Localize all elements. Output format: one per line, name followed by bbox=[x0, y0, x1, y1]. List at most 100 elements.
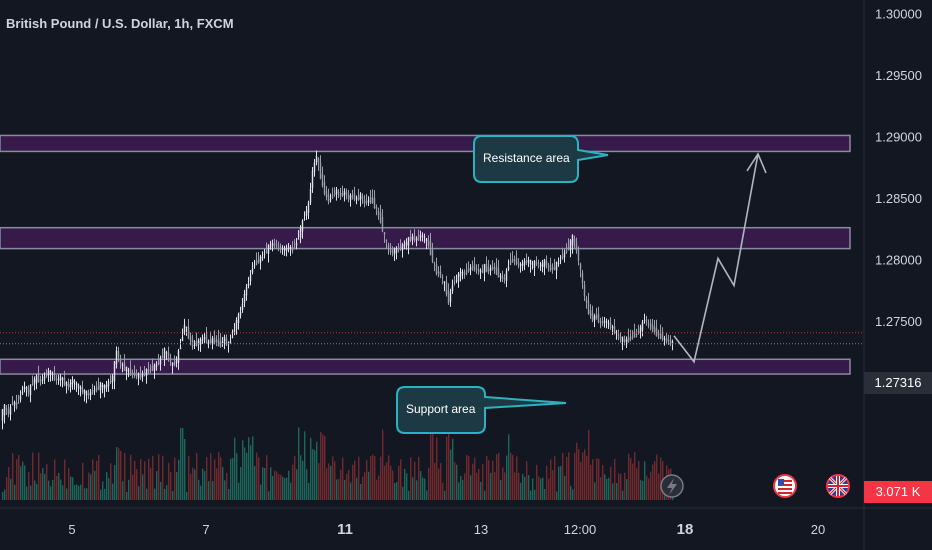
volume-bar bbox=[102, 481, 103, 500]
volume-bar bbox=[584, 449, 585, 500]
volume-bar bbox=[616, 483, 617, 500]
volume-bar bbox=[90, 474, 91, 500]
candle-body bbox=[294, 247, 295, 249]
volume-bar bbox=[378, 475, 379, 500]
candle-body bbox=[474, 264, 475, 270]
candle-body bbox=[248, 283, 249, 286]
candle-body bbox=[56, 378, 57, 379]
candle-body bbox=[98, 386, 99, 390]
volume-bar bbox=[330, 466, 331, 500]
volume-bar bbox=[250, 445, 251, 500]
volume-bar bbox=[356, 478, 357, 500]
candle-body bbox=[12, 404, 13, 405]
candle-body bbox=[256, 261, 257, 265]
y-tick-label: 1.27500 bbox=[875, 314, 922, 329]
candle-body bbox=[146, 369, 147, 376]
volume-bar bbox=[480, 482, 481, 500]
candle-body bbox=[144, 373, 145, 375]
volume-bar bbox=[580, 462, 581, 500]
candle-body bbox=[404, 245, 405, 246]
candle-body bbox=[60, 377, 61, 381]
y-tick-label: 1.30000 bbox=[875, 7, 922, 22]
volume-bar bbox=[452, 439, 453, 500]
volume-bar bbox=[516, 456, 517, 500]
volume-bar bbox=[30, 486, 31, 500]
candle-body bbox=[618, 334, 619, 336]
candle-body bbox=[492, 267, 493, 269]
volume-bar bbox=[100, 490, 101, 500]
candle-body bbox=[162, 356, 163, 357]
y-tick-label: 1.28500 bbox=[875, 191, 922, 206]
volume-bar bbox=[198, 480, 199, 500]
us-flag-icon[interactable] bbox=[774, 475, 796, 497]
volume-bar bbox=[392, 471, 393, 500]
candle-body bbox=[488, 267, 489, 273]
chart-title: British Pound / U.S. Dollar, 1h, FXCM bbox=[6, 16, 234, 31]
candle-body bbox=[212, 338, 213, 343]
volume-bar bbox=[106, 472, 107, 500]
candle-body bbox=[590, 310, 591, 316]
candle-body bbox=[542, 263, 543, 267]
volume-bar bbox=[428, 468, 429, 500]
volume-bar bbox=[524, 477, 525, 500]
volume-bar bbox=[234, 438, 235, 500]
candle-body bbox=[78, 385, 79, 388]
candle-body bbox=[190, 336, 191, 340]
volume-bar bbox=[210, 453, 211, 500]
volume-bar bbox=[168, 463, 169, 500]
y-tick-label: 1.29500 bbox=[875, 68, 922, 83]
candle-body bbox=[582, 273, 583, 283]
volume-bar bbox=[588, 430, 589, 500]
candle-body bbox=[380, 213, 381, 223]
candle-body bbox=[140, 373, 141, 378]
volume-bar bbox=[488, 460, 489, 500]
volume-bar bbox=[136, 469, 137, 500]
volume-bar bbox=[118, 448, 119, 500]
candle-body bbox=[446, 282, 447, 294]
volume-bar bbox=[92, 459, 93, 500]
volume-bar bbox=[144, 461, 145, 500]
candle-body bbox=[28, 389, 29, 392]
volume-bar bbox=[334, 461, 335, 500]
volume-bar bbox=[484, 491, 485, 500]
volume-bar bbox=[152, 456, 153, 500]
volume-bar bbox=[554, 456, 555, 500]
support-label: Support area bbox=[406, 402, 475, 416]
volume-bar bbox=[18, 455, 19, 500]
volume-bar bbox=[296, 469, 297, 500]
candle-body bbox=[518, 262, 519, 264]
candle-body bbox=[580, 264, 581, 270]
candle-body bbox=[386, 240, 387, 241]
candle-body bbox=[434, 263, 435, 264]
candle-body bbox=[66, 382, 67, 386]
volume-bar bbox=[132, 475, 133, 500]
candle-body bbox=[632, 336, 633, 337]
volume-bar bbox=[292, 465, 293, 500]
volume-bar bbox=[124, 453, 125, 500]
candle-body bbox=[376, 207, 377, 209]
candle-body bbox=[548, 266, 549, 267]
volume-bar bbox=[370, 456, 371, 500]
lightning-icon[interactable] bbox=[661, 475, 683, 497]
volume-bar bbox=[46, 464, 47, 500]
candle-body bbox=[332, 195, 333, 198]
volume-bar bbox=[634, 452, 635, 500]
candle-body bbox=[312, 171, 313, 188]
candle-body bbox=[80, 387, 81, 389]
uk-flag-icon[interactable] bbox=[827, 475, 849, 497]
volume-bar bbox=[258, 458, 259, 500]
candle-body bbox=[46, 375, 47, 376]
volume-bar bbox=[542, 478, 543, 500]
candle-body bbox=[670, 340, 671, 342]
candle-body bbox=[172, 362, 173, 365]
volume-bar bbox=[126, 492, 127, 500]
candle-body bbox=[572, 235, 573, 246]
candle-body bbox=[364, 199, 365, 203]
volume-bar bbox=[108, 478, 109, 500]
volume-bar bbox=[632, 464, 633, 500]
volume-bar bbox=[130, 455, 131, 500]
volume-bar bbox=[166, 485, 167, 500]
volume-bar bbox=[400, 459, 401, 500]
candle-body bbox=[510, 261, 511, 265]
